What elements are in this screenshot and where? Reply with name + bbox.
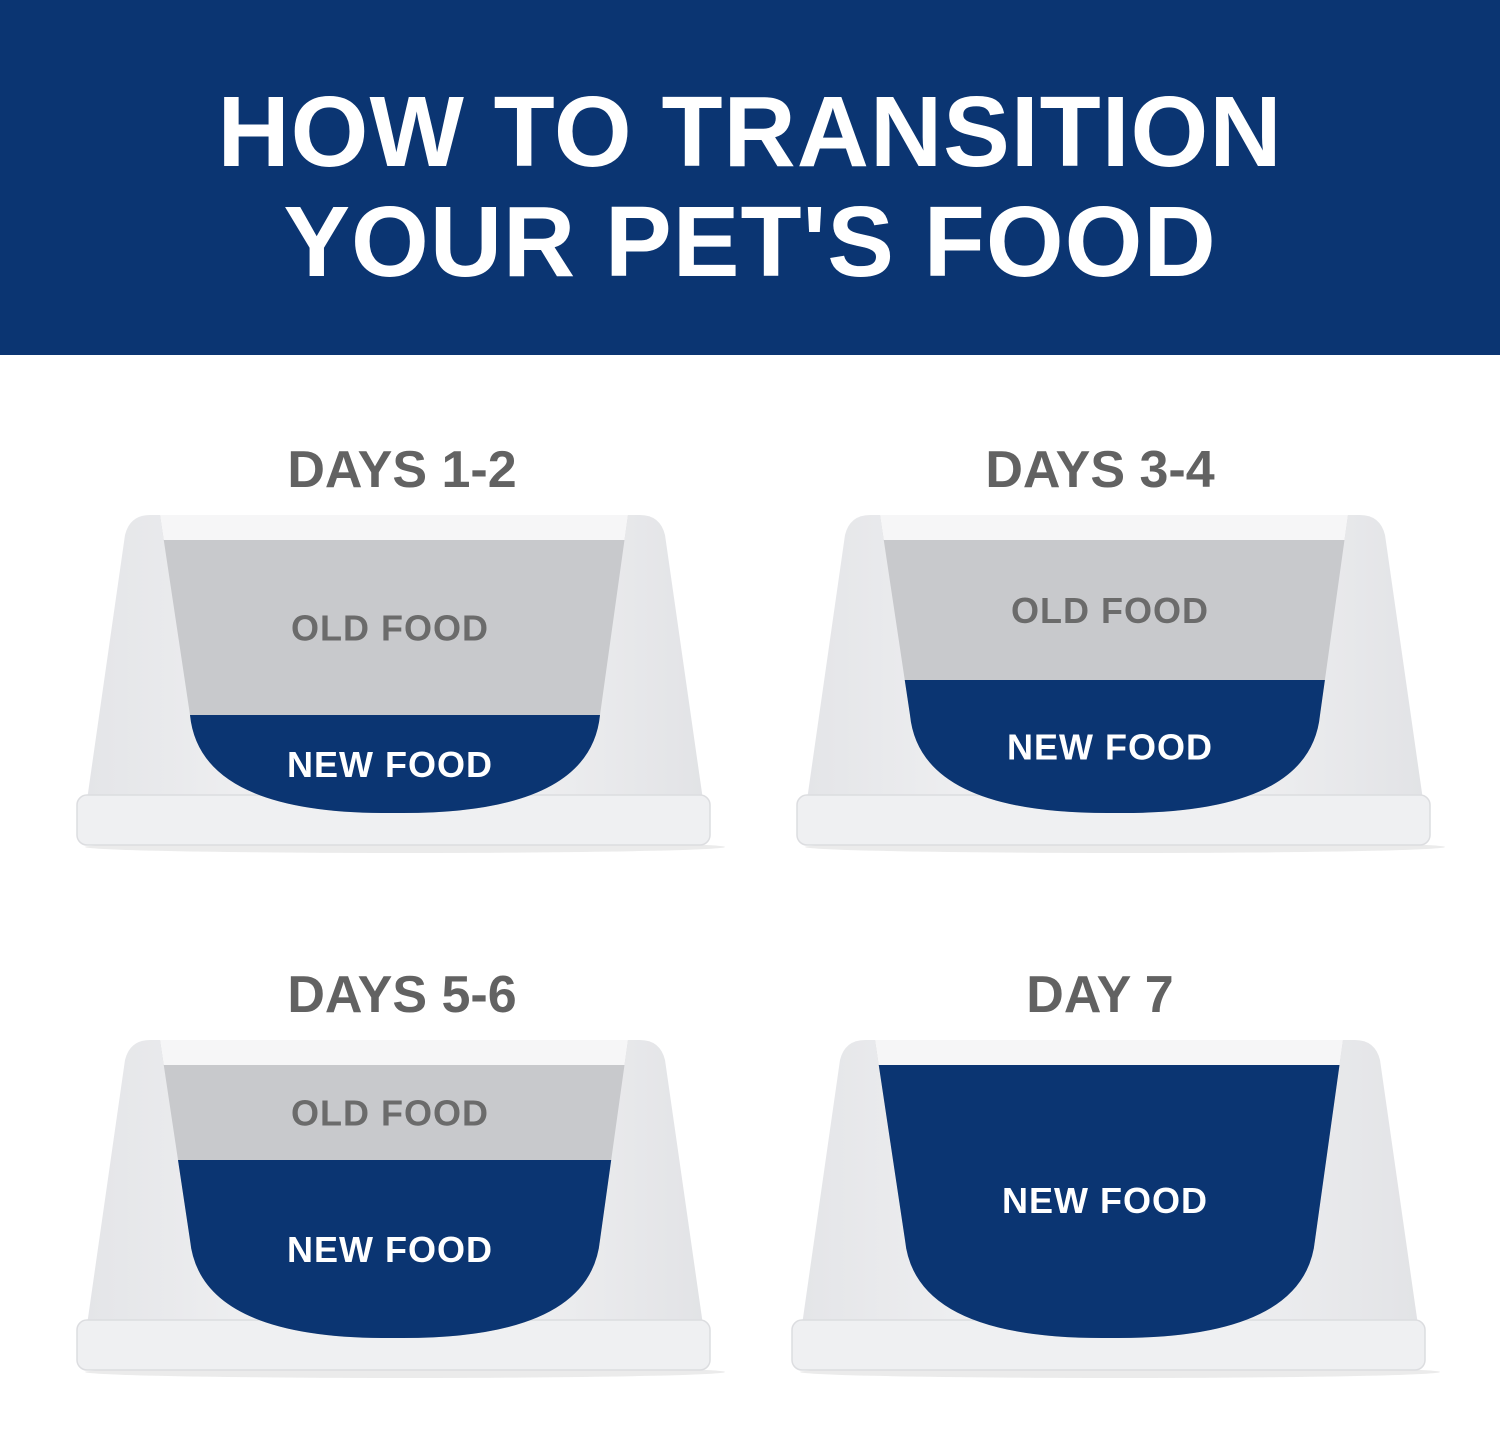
step-days-5-6: OLD FOOD NEW FOOD DAYS 5-6 (75, 966, 735, 1440)
bowl-rim (160, 1040, 628, 1065)
step-title: DAYS 1-2 (287, 441, 517, 499)
new-food-label: NEW FOOD (287, 744, 493, 785)
step-title: DAY 7 (1026, 966, 1174, 1024)
bowl-illustration: OLD FOOD NEW FOOD (76, 515, 725, 853)
bowl-cup (875, 1040, 1343, 1339)
bowl-rim (875, 1040, 1343, 1065)
bowl-rim (160, 515, 628, 540)
step-days-3-4: OLD FOOD NEW FOOD DAYS 3-4 (795, 441, 1455, 915)
bowl-illustration: OLD FOOD NEW FOOD (76, 1040, 725, 1378)
bowl-cup (880, 515, 1348, 814)
new-food-fill (160, 1160, 628, 1339)
title-line-2: YOUR PET'S FOOD (283, 186, 1217, 298)
step-days-1-2: OLD FOOD NEW FOOD DAYS 1-2 (75, 441, 735, 915)
new-food-fill (875, 1065, 1343, 1339)
bowl-cup (160, 1040, 628, 1339)
old-food-label: OLD FOOD (291, 608, 489, 649)
bowl-rim (880, 515, 1348, 540)
step-title: DAYS 3-4 (985, 441, 1215, 499)
bowl-illustration: NEW FOOD (791, 1040, 1440, 1378)
title-line-1: HOW TO TRANSITION (217, 76, 1283, 188)
new-food-label: NEW FOOD (1007, 727, 1213, 768)
old-food-label: OLD FOOD (291, 1093, 489, 1134)
step-day-7: NEW FOOD DAY 7 (790, 966, 1450, 1440)
new-food-label: NEW FOOD (287, 1229, 493, 1270)
bowl-illustration: OLD FOOD NEW FOOD (796, 515, 1445, 853)
header-banner: HOW TO TRANSITION YOUR PET'S FOOD (0, 0, 1500, 355)
new-food-label: NEW FOOD (1002, 1180, 1208, 1221)
old-food-label: OLD FOOD (1011, 590, 1209, 631)
step-title: DAYS 5-6 (287, 966, 517, 1024)
